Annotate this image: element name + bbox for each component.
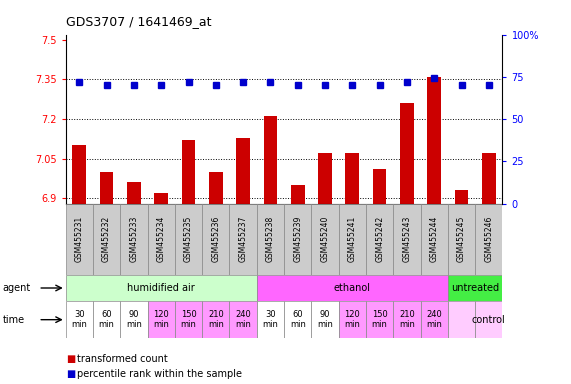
- Bar: [421, 301, 448, 338]
- Bar: [175, 301, 202, 338]
- Text: GSM455238: GSM455238: [266, 216, 275, 262]
- Bar: [482, 153, 496, 204]
- Bar: [345, 153, 359, 204]
- Bar: [230, 301, 257, 338]
- Text: percentile rank within the sample: percentile rank within the sample: [77, 369, 242, 379]
- Bar: [202, 301, 230, 338]
- Bar: [120, 301, 147, 338]
- Text: 60
min: 60 min: [99, 310, 115, 329]
- Text: control: control: [472, 314, 506, 325]
- Bar: [311, 301, 339, 338]
- Text: GSM455245: GSM455245: [457, 216, 466, 262]
- Text: GSM455233: GSM455233: [130, 216, 138, 262]
- Text: untreated: untreated: [451, 283, 499, 293]
- Text: GSM455246: GSM455246: [484, 216, 493, 262]
- Text: transformed count: transformed count: [77, 354, 168, 364]
- Text: 120
min: 120 min: [344, 310, 360, 329]
- Bar: [264, 116, 278, 204]
- Text: GSM455239: GSM455239: [293, 216, 302, 262]
- Bar: [448, 275, 502, 301]
- Text: GSM455240: GSM455240: [320, 216, 329, 262]
- Text: GSM455231: GSM455231: [75, 216, 84, 262]
- Text: ■: ■: [66, 369, 75, 379]
- Bar: [421, 204, 448, 275]
- Bar: [291, 185, 304, 204]
- Text: 210
min: 210 min: [399, 310, 415, 329]
- Bar: [311, 204, 339, 275]
- Bar: [236, 137, 250, 204]
- Bar: [202, 204, 230, 275]
- Bar: [318, 153, 332, 204]
- Bar: [400, 103, 414, 204]
- Bar: [284, 301, 311, 338]
- Bar: [73, 146, 86, 204]
- Text: 120
min: 120 min: [153, 310, 169, 329]
- Bar: [93, 301, 120, 338]
- Text: humidified air: humidified air: [127, 283, 195, 293]
- Text: 150
min: 150 min: [372, 310, 388, 329]
- Text: GSM455241: GSM455241: [348, 216, 357, 262]
- Text: GSM455237: GSM455237: [239, 216, 248, 262]
- Text: GSM455242: GSM455242: [375, 216, 384, 262]
- Bar: [120, 204, 147, 275]
- Text: GSM455234: GSM455234: [156, 216, 166, 262]
- Text: 90
min: 90 min: [126, 310, 142, 329]
- Bar: [366, 204, 393, 275]
- Text: ■: ■: [66, 354, 75, 364]
- Bar: [455, 190, 468, 204]
- Bar: [257, 204, 284, 275]
- Bar: [175, 204, 202, 275]
- Bar: [182, 140, 195, 204]
- Bar: [66, 301, 93, 338]
- Bar: [147, 204, 175, 275]
- Text: 60
min: 60 min: [290, 310, 305, 329]
- Bar: [366, 301, 393, 338]
- Bar: [475, 204, 502, 275]
- Text: 90
min: 90 min: [317, 310, 333, 329]
- Bar: [393, 301, 421, 338]
- Bar: [284, 204, 311, 275]
- Bar: [147, 301, 175, 338]
- Bar: [230, 204, 257, 275]
- Bar: [339, 301, 366, 338]
- Bar: [66, 275, 257, 301]
- Bar: [393, 204, 421, 275]
- Text: GDS3707 / 1641469_at: GDS3707 / 1641469_at: [66, 15, 211, 28]
- Text: GSM455236: GSM455236: [211, 216, 220, 262]
- Bar: [428, 77, 441, 204]
- Bar: [448, 204, 475, 275]
- Bar: [93, 204, 120, 275]
- Bar: [339, 204, 366, 275]
- Text: 240
min: 240 min: [427, 310, 442, 329]
- Text: GSM455243: GSM455243: [403, 216, 412, 262]
- Bar: [127, 182, 140, 204]
- Text: 30
min: 30 min: [263, 310, 278, 329]
- Text: 240
min: 240 min: [235, 310, 251, 329]
- Text: agent: agent: [3, 283, 31, 293]
- Text: 30
min: 30 min: [71, 310, 87, 329]
- Text: time: time: [3, 314, 25, 325]
- Text: GSM455244: GSM455244: [430, 216, 439, 262]
- Bar: [257, 301, 284, 338]
- Bar: [209, 172, 223, 204]
- Bar: [66, 204, 93, 275]
- Text: 150
min: 150 min: [180, 310, 196, 329]
- Text: 210
min: 210 min: [208, 310, 224, 329]
- Bar: [100, 172, 114, 204]
- Bar: [373, 169, 387, 204]
- Text: ethanol: ethanol: [334, 283, 371, 293]
- Bar: [257, 275, 448, 301]
- Bar: [448, 301, 475, 338]
- Text: GSM455232: GSM455232: [102, 216, 111, 262]
- Text: GSM455235: GSM455235: [184, 216, 193, 262]
- Bar: [475, 301, 502, 338]
- Bar: [154, 193, 168, 204]
